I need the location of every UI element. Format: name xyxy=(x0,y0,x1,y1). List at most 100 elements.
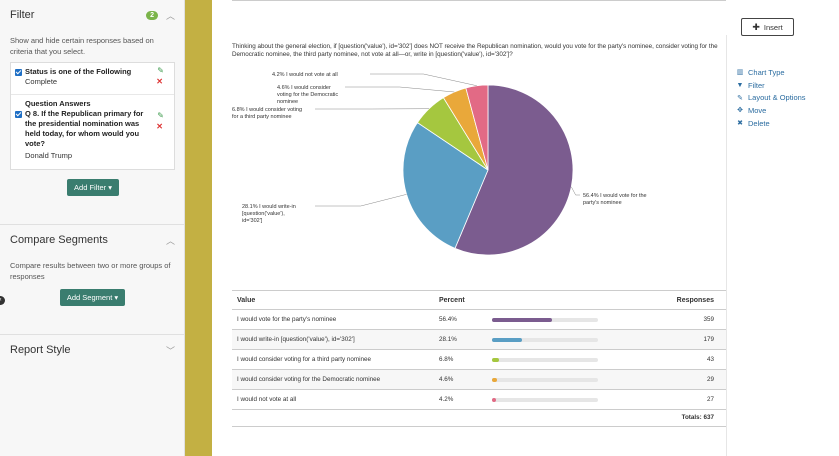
filter-icon: ▼ xyxy=(736,81,744,89)
status-filter-title: Status is one of the Following xyxy=(25,67,132,76)
pie-slice[interactable] xyxy=(454,84,574,256)
row-responses: 27 xyxy=(706,396,714,403)
menu-item-layout-options[interactable]: ✎ Layout & Options xyxy=(735,91,806,104)
percent-bar-fill xyxy=(492,358,500,362)
edit-pencil-icon[interactable]: ✎ xyxy=(157,66,164,75)
percent-bar-fill xyxy=(492,398,497,402)
compare-description: Compare results between two or more grou… xyxy=(10,261,171,281)
edit-pencil-icon[interactable]: ✎ xyxy=(157,111,164,120)
question-answers-header: Question Answers xyxy=(25,99,91,108)
filter-item-question: Question Answers Q 8. If the Republican … xyxy=(11,95,174,169)
divider xyxy=(232,0,726,1)
pie-slice[interactable] xyxy=(402,122,489,249)
header-percent: Percent xyxy=(439,297,465,304)
row-value: I would consider voting for a third part… xyxy=(237,356,372,363)
row-responses: 179 xyxy=(703,336,714,343)
menu-item-delete[interactable]: ✖ Delete xyxy=(735,117,806,130)
row-responses: 43 xyxy=(706,356,714,363)
menu-item-label: Move xyxy=(748,105,767,115)
status-filter-checkbox[interactable] xyxy=(15,69,22,76)
row-value: I would write-in [question('value'), id=… xyxy=(237,336,355,343)
pie-label: 6.8% I would consider voting for a third … xyxy=(232,107,302,120)
compare-section-header[interactable]: Compare Segments ︿ xyxy=(0,225,185,255)
menu-item-label: Chart Type xyxy=(748,67,785,77)
filter-section-header[interactable]: Filter 2 ︿ xyxy=(0,0,185,30)
delete-x-icon[interactable]: ✕ xyxy=(156,77,163,86)
pie-leader-line xyxy=(370,73,477,86)
percent-bar-fill xyxy=(492,318,552,322)
add-segment-button[interactable]: Add Segment ▾ xyxy=(60,289,125,306)
report-style-header[interactable]: Report Style ﹀ xyxy=(0,335,185,365)
plus-icon: ✚ xyxy=(752,21,760,32)
percent-bar-fill xyxy=(492,378,497,382)
chevron-up-icon[interactable]: ︿ xyxy=(165,10,175,21)
results-table: Value Percent Responses I would vote for… xyxy=(232,290,726,426)
percent-bar-track xyxy=(492,398,598,402)
filter-item-status: Status is one of the Following Complete … xyxy=(11,63,174,95)
divider xyxy=(726,35,727,456)
left-panel: Filter 2 ︿ Show and hide certain respons… xyxy=(0,0,185,456)
report-style-title: Report Style xyxy=(10,344,71,356)
row-percent: 6.8% xyxy=(439,356,454,363)
table-row: I would not vote at all 4.2% 27 xyxy=(232,390,726,410)
menu-item-label: Layout & Options xyxy=(748,93,806,103)
chart-type-icon: ▥ xyxy=(736,69,744,77)
question-filter-checkbox[interactable] xyxy=(15,111,22,118)
table-row: I would vote for the party's nominee 56.4… xyxy=(232,310,726,330)
row-value: I would consider voting for the Democrat… xyxy=(237,376,381,383)
table-header: Value Percent Responses xyxy=(232,290,726,310)
add-filter-button[interactable]: Add Filter ▾ xyxy=(67,179,119,196)
header-responses: Responses xyxy=(676,297,714,304)
status-filter-value: Complete xyxy=(25,77,58,86)
collapse-handle-icon[interactable]: ‹ xyxy=(0,296,5,305)
row-percent: 28.1% xyxy=(439,336,457,343)
pie-chart: 56.4% I would vote for the party's nomine… xyxy=(232,72,647,256)
pie-label: 4.2% I would not vote at all xyxy=(272,72,338,78)
question-filter-title: Q 8. If the Republican primary for the p… xyxy=(25,109,144,148)
chart-actions-menu: ▥ Chart Type ▼ Filter ✎ Layout & Options ✥ Move… xyxy=(735,66,806,129)
percent-bar-track xyxy=(492,378,598,382)
table-totals: Totals: 637 xyxy=(232,410,726,426)
table-row: I would write-in [question('value'), id=… xyxy=(232,330,726,350)
insert-button[interactable]: ✚ Insert xyxy=(741,18,794,36)
divider xyxy=(0,334,185,335)
divider xyxy=(0,224,185,225)
pie-leader-line xyxy=(315,194,407,207)
delete-icon: ✖ xyxy=(737,120,743,128)
pie-leader-line xyxy=(571,186,580,196)
chevron-up-icon[interactable]: ︿ xyxy=(165,235,175,246)
header-value: Value xyxy=(237,297,256,304)
gold-separator-bar xyxy=(185,0,212,456)
question-text: Thinking about the general election, if … xyxy=(232,43,718,58)
move-icon: ✥ xyxy=(737,107,743,115)
percent-bar-track xyxy=(492,318,598,322)
row-responses: 29 xyxy=(706,376,714,383)
pencil-icon: ✎ xyxy=(737,94,743,102)
divider xyxy=(232,426,726,427)
menu-item-label: Delete xyxy=(748,118,770,128)
delete-x-icon[interactable]: ✕ xyxy=(156,122,163,131)
row-percent: 4.2% xyxy=(439,396,454,403)
compare-title: Compare Segments xyxy=(10,234,108,246)
menu-item-move[interactable]: ✥ Move xyxy=(735,104,806,117)
row-responses: 359 xyxy=(703,316,714,323)
report-content: Thinking about the general election, if … xyxy=(212,0,839,456)
menu-item-filter[interactable]: ▼ Filter xyxy=(735,79,806,92)
row-value: I would vote for the party's nominee xyxy=(237,316,337,323)
percent-bar-track xyxy=(492,338,598,342)
filter-description: Show and hide certain responses based on… xyxy=(10,36,154,56)
insert-label: Insert xyxy=(763,22,783,32)
percent-bar-fill xyxy=(492,338,522,342)
filter-title: Filter xyxy=(10,9,35,21)
filter-count-badge: 2 xyxy=(146,10,158,20)
row-percent: 4.6% xyxy=(439,376,454,383)
pie-label: 56.4% I would vote for the party's nomine… xyxy=(583,193,647,206)
table-row: I would consider voting for a third part… xyxy=(232,350,726,370)
totals-text: Totals: 637 xyxy=(681,414,714,421)
chevron-down-icon[interactable]: ﹀ xyxy=(165,345,175,356)
row-value: I would not vote at all xyxy=(237,396,297,403)
menu-item-label: Filter xyxy=(748,80,765,90)
row-percent: 56.4% xyxy=(439,316,457,323)
filter-list: Status is one of the Following Complete … xyxy=(10,62,175,170)
menu-item-chart-type[interactable]: ▥ Chart Type xyxy=(735,66,806,79)
